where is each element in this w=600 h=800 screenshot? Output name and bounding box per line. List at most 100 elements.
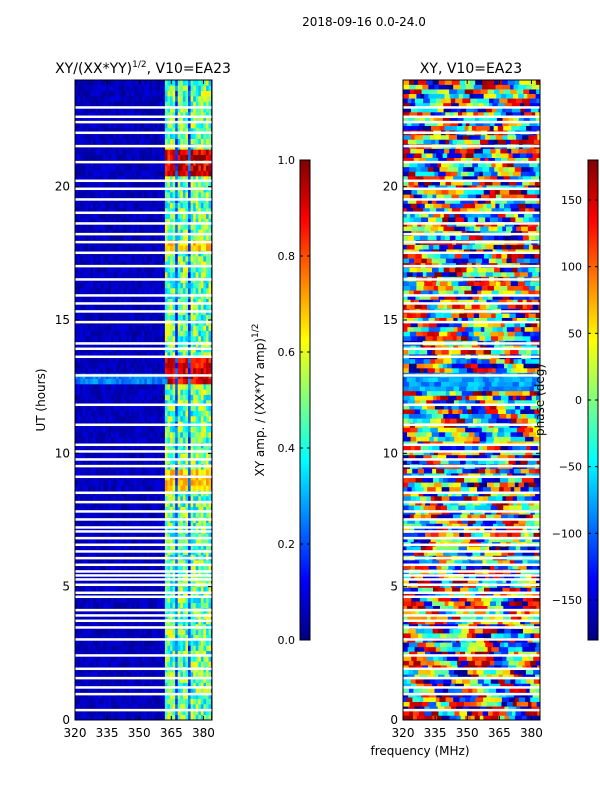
amplitude-cell <box>75 565 78 571</box>
amplitude-cell <box>80 645 84 651</box>
amplitude-cell <box>121 336 125 342</box>
amplitude-cell <box>152 282 155 289</box>
amplitude-cell <box>167 640 171 646</box>
amplitude-cell <box>121 261 125 267</box>
amplitude-cell <box>110 522 114 529</box>
amplitude-cell <box>87 672 91 678</box>
amplitude-cell <box>113 506 117 513</box>
amplitude-cell <box>139 357 143 363</box>
amplitude-cell <box>108 224 112 230</box>
amplitude-cell <box>185 330 189 337</box>
amplitude-cell <box>80 458 84 465</box>
amplitude-cell <box>193 570 197 577</box>
amplitude-cell <box>134 282 137 289</box>
amplitude-cell <box>195 245 199 251</box>
amplitude-cell <box>80 714 84 720</box>
amplitude-cell <box>113 325 117 331</box>
amplitude-cell <box>134 298 137 305</box>
amplitude-cell <box>177 714 181 720</box>
amplitude-cell <box>203 709 207 715</box>
amplitude-cell <box>136 512 140 518</box>
amplitude-cell <box>118 416 122 422</box>
amplitude-cell <box>123 389 127 395</box>
amplitude-cell <box>126 282 130 289</box>
amplitude-cell <box>116 570 119 577</box>
amplitude-cell <box>180 650 184 657</box>
amplitude-cell <box>136 458 140 465</box>
amplitude-cell <box>110 416 114 422</box>
amplitude-cell <box>105 272 109 278</box>
amplitude-cell <box>77 330 81 337</box>
amplitude-cell <box>188 650 191 657</box>
amplitude-cell <box>121 229 125 235</box>
amplitude-cell <box>172 266 176 273</box>
amplitude-cell <box>144 389 148 395</box>
amplitude-cell <box>100 640 104 646</box>
amplitude-cell <box>90 261 94 267</box>
amplitude-cell <box>139 714 143 720</box>
amplitude-cell <box>167 704 171 710</box>
amplitude-cell <box>177 693 181 699</box>
amplitude-cell <box>134 480 137 486</box>
amplitude-cell <box>87 570 91 577</box>
amplitude-cell <box>87 592 91 598</box>
amplitude-cell <box>126 330 130 337</box>
amplitude-cell <box>162 560 166 566</box>
amplitude-cell <box>131 704 135 710</box>
amplitude-cell <box>177 640 181 646</box>
amplitude-cell <box>159 416 163 422</box>
amplitude-cell <box>139 325 143 331</box>
amplitude-cell <box>105 592 109 598</box>
amplitude-cell <box>162 325 166 331</box>
amplitude-cell <box>206 709 209 715</box>
amplitude-cell <box>203 693 207 699</box>
amplitude-cell <box>208 688 212 694</box>
amplitude-cell <box>136 405 140 411</box>
amplitude-cell <box>159 288 163 294</box>
amplitude-cell <box>162 304 166 310</box>
amplitude-cell <box>190 437 194 443</box>
amplitude-cell <box>203 672 207 678</box>
amplitude-cell <box>113 432 117 438</box>
amplitude-cell <box>177 416 181 422</box>
amplitude-cell <box>100 522 104 529</box>
amplitude-cell <box>180 266 184 273</box>
amplitude-cell <box>134 389 137 395</box>
amplitude-cell <box>87 256 91 262</box>
amplitude-cell <box>167 352 171 358</box>
amplitude-cell <box>141 565 145 571</box>
amplitude-cell <box>85 677 89 683</box>
amplitude-cell <box>159 458 163 465</box>
amplitude-cell <box>103 314 107 321</box>
amplitude-cell <box>182 704 186 710</box>
amplitude-cell <box>185 266 189 273</box>
amplitude-cell <box>188 634 191 641</box>
amplitude-cell <box>98 597 101 603</box>
amplitude-cell <box>116 650 119 657</box>
amplitude-cell <box>139 597 143 603</box>
amplitude-cell <box>177 298 181 305</box>
amplitude-cell <box>110 245 114 251</box>
amplitude-cell <box>134 400 137 406</box>
amplitude-cell <box>136 394 140 401</box>
amplitude-cell <box>136 469 140 475</box>
amplitude-cell <box>164 485 168 491</box>
amplitude-cell <box>180 469 184 475</box>
amplitude-cell <box>116 704 119 710</box>
amplitude-cell <box>198 661 202 667</box>
amplitude-cell <box>188 693 191 699</box>
amplitude-cell <box>92 501 96 507</box>
amplitude-cell <box>164 352 168 358</box>
amplitude-cell <box>208 709 212 715</box>
amplitude-cell <box>131 400 135 406</box>
amplitude-cell <box>195 661 199 667</box>
amplitude-cell <box>121 314 125 321</box>
amplitude-cell <box>188 453 191 459</box>
amplitude-cell <box>182 629 186 635</box>
amplitude-cell <box>149 688 153 694</box>
amplitude-cell <box>203 234 207 241</box>
amplitude-cell <box>95 709 99 715</box>
amplitude-cell <box>85 565 89 571</box>
amplitude-cell <box>77 634 81 641</box>
amplitude-cell <box>139 368 143 374</box>
